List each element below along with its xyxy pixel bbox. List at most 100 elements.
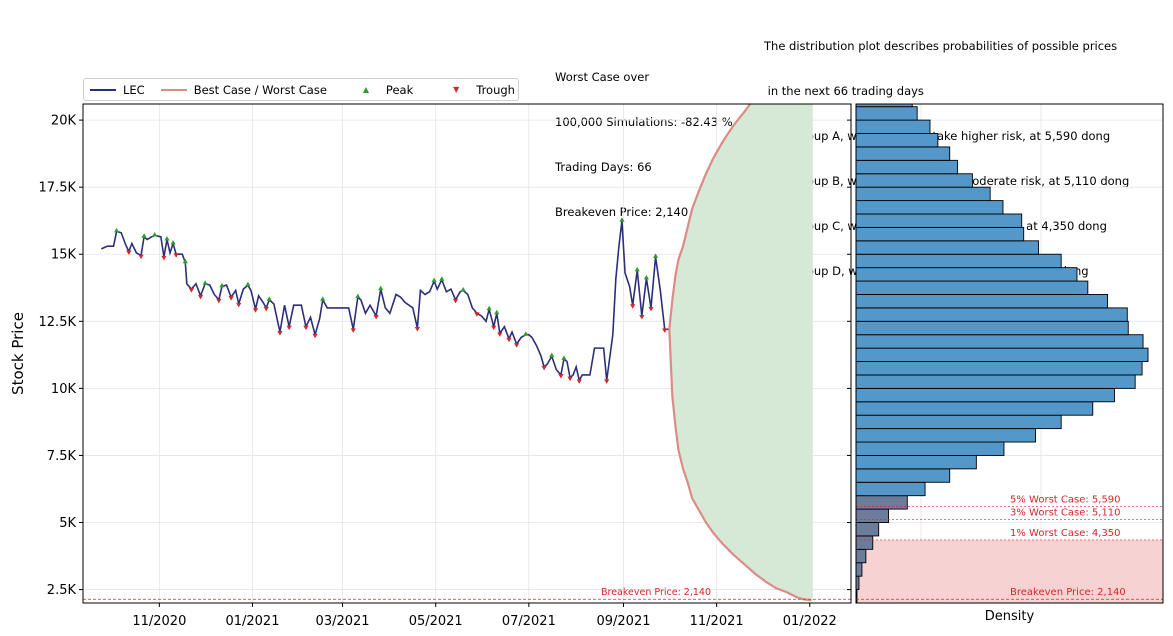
trough-marker — [414, 327, 420, 332]
histogram-bar — [855, 226, 1025, 242]
histogram-bar — [855, 495, 908, 510]
risk-line-label: 3% Worst Case: 5,110 — [1010, 508, 1121, 519]
histogram-bar — [855, 159, 959, 175]
x-tick-label: 09/2021 — [596, 614, 650, 629]
peak-marker — [170, 240, 176, 245]
trough-marker — [514, 343, 520, 348]
y-tick-label: 12.5K — [39, 315, 77, 330]
legend-trough-marker-icon: ▼ — [453, 85, 460, 94]
legend-item-lec: LEC — [90, 83, 145, 97]
trough-marker — [216, 298, 222, 304]
peak-trough-markers — [113, 217, 668, 384]
peak-marker — [164, 235, 170, 241]
peak-marker — [561, 355, 567, 360]
trough-marker — [138, 254, 144, 260]
histogram-bar — [855, 481, 926, 497]
peak-marker — [619, 217, 625, 222]
trough-marker — [263, 306, 269, 312]
peak-marker — [494, 309, 500, 315]
histogram-bar — [855, 186, 991, 202]
legend-item-peak: ▲ Peak — [353, 83, 413, 97]
worst-case-line — [668, 329, 812, 602]
peak-marker — [202, 280, 208, 285]
histogram-bar — [855, 119, 931, 134]
peak-marker — [219, 282, 225, 288]
peak-marker — [643, 274, 650, 280]
histogram-bar — [855, 200, 1004, 215]
x-tick-label: 11/2020 — [132, 614, 186, 629]
peak-marker — [634, 266, 640, 272]
distribution-histogram — [855, 103, 1149, 604]
y-tick-label: 7.5K — [47, 449, 77, 464]
trough-marker — [491, 325, 497, 331]
histogram-bar — [855, 428, 1036, 443]
histogram-bar — [855, 414, 1062, 430]
legend-label-bestworst: Best Case / Worst Case — [193, 82, 327, 97]
risk-line-label: 1% Worst Case: 4,350 — [1010, 528, 1121, 539]
peak-marker — [486, 305, 492, 311]
histogram-bar — [855, 441, 1005, 456]
histogram-bar — [855, 548, 867, 564]
distribution-breakeven-label: Breakeven Price: 2,140 — [1010, 587, 1126, 598]
trough-marker — [662, 328, 668, 333]
risk-band — [856, 539, 1163, 603]
peak-marker — [113, 227, 120, 233]
best-case-line — [668, 103, 752, 330]
main-axes: 2.5K 5K 7.5K 10K 12.5K 15K 17.5K 20K 11/2020 01/2… — [39, 103, 852, 629]
x-tick-label: 07/2021 — [502, 614, 556, 629]
peak-marker — [439, 276, 445, 281]
risk-lines: 5% Worst Case: 5,590 3% Worst Case: 5,110… — [856, 495, 1163, 541]
summary-line-4: Breakeven Price: 2,140 — [555, 205, 689, 219]
trough-marker — [558, 373, 564, 379]
legend-label-lec: LEC — [123, 82, 145, 97]
histogram-bar — [855, 334, 1144, 349]
y-axis-label: Stock Price — [9, 312, 27, 395]
trough-marker — [567, 376, 573, 382]
legend-label-trough: Trough — [476, 82, 515, 97]
peak-marker — [523, 331, 529, 336]
trough-marker — [188, 288, 195, 293]
simulation-summary: Worst Case over 100,000 Simulations: -82… — [555, 40, 733, 235]
trough-marker — [630, 304, 636, 309]
peak-marker — [141, 233, 147, 238]
legend-peak-marker-icon: ▲ — [362, 85, 369, 94]
histogram-bar — [855, 468, 951, 483]
peak-marker — [652, 253, 659, 258]
peak-marker — [320, 296, 326, 301]
trough-marker — [541, 365, 547, 371]
histogram-bar — [855, 508, 890, 523]
histogram-bar — [855, 374, 1136, 389]
trough-marker — [303, 325, 309, 331]
histogram-bar — [855, 213, 1023, 228]
histogram-bar — [855, 361, 1143, 376]
trough-marker — [648, 306, 654, 312]
peak-marker — [245, 281, 251, 287]
trough-marker — [373, 314, 379, 320]
x-tick-label: 01/2021 — [225, 614, 279, 629]
histogram-bar — [855, 173, 973, 188]
trough-marker — [474, 312, 480, 317]
summary-line-1: Worst Case over — [555, 70, 650, 84]
trough-marker — [228, 296, 234, 301]
trough-marker — [312, 333, 318, 339]
peak-marker — [431, 277, 437, 283]
histogram-bar — [855, 280, 1089, 295]
trough-marker — [197, 294, 204, 300]
histogram-bar — [855, 307, 1128, 322]
trough-marker — [452, 298, 459, 304]
distribution-axes — [847, 103, 1164, 604]
histogram-bar — [855, 401, 1094, 416]
y-tick-label: 20K — [51, 114, 77, 129]
histogram-bar — [855, 240, 1039, 255]
summary-line-2: 100,000 Simulations: -82.43 % — [555, 115, 733, 129]
breakeven-label: Breakeven Price: 2,140 — [601, 587, 711, 598]
histogram-bar — [855, 522, 880, 537]
best-worst-fill-area — [669, 104, 813, 601]
histogram-bar — [855, 253, 1062, 269]
x-tick-label: 01/2022 — [783, 614, 837, 629]
histogram-bar — [855, 320, 1129, 336]
chart-legend: LEC Best Case / Worst Case ▲ Peak ▼ Trou… — [83, 78, 519, 101]
peak-marker — [182, 258, 188, 264]
y-tick-label: 10K — [51, 382, 77, 397]
distribution-x-axis-label: Density — [985, 609, 1035, 624]
